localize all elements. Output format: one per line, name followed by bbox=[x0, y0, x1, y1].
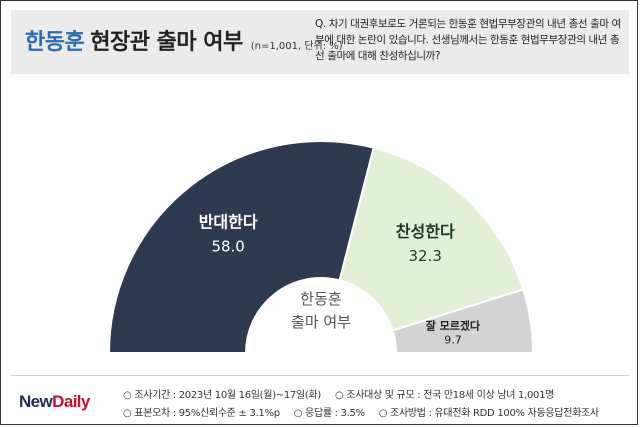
slice-1 bbox=[107, 140, 375, 354]
survey-meta-row-1: ○ 조사기간 : 2023년 10월 16일(월)~17일(화) ○ 조사대상 및… bbox=[123, 386, 568, 401]
survey-meta-row-2: ○ 표본오차 : 95%신뢰수준 ± 3.1%p ○ 응답률 : 3.5% ○ 조사… bbox=[123, 404, 613, 419]
title-accent: 한동훈 bbox=[25, 30, 85, 55]
survey-period: ○ 조사기간 : 2023년 10월 16일(월)~17일(화) bbox=[123, 390, 321, 401]
logo-main: New bbox=[19, 392, 53, 411]
slice-3 bbox=[391, 288, 535, 354]
survey-error: ○ 표본오차 : 95%신뢰수준 ± 3.1%p bbox=[123, 408, 280, 419]
slice-value-2: 32.3 bbox=[409, 247, 442, 265]
slice-2 bbox=[338, 146, 525, 332]
slice-label-1: 반대한다 bbox=[199, 212, 258, 231]
title-rest: 현장관 출마 여부 bbox=[90, 30, 243, 55]
slice-value-3: 9.7 bbox=[444, 334, 462, 347]
survey-target: ○ 조사대상 및 규모 : 전국 만18세 이상 남녀 1,001명 bbox=[335, 390, 555, 401]
survey-question: Q. 차기 대권후보로도 거론되는 한동훈 현법무부장관의 내년 총선 출마 여… bbox=[315, 18, 621, 62]
footer-divider bbox=[11, 375, 629, 376]
sample-note: (n=1,001, 단위: %) bbox=[250, 41, 343, 52]
slice-label-2: 찬성한다 bbox=[396, 222, 455, 241]
survey-response: ○ 응답률 : 3.5% bbox=[293, 408, 365, 419]
center-label-line1: 한동훈 bbox=[300, 290, 341, 308]
header-panel: 한동훈 현장관 출마 여부 (n=1,001, 단위: %) Q. 차기 대권후보로… bbox=[11, 10, 629, 74]
survey-method: ○ 조사방법 : 유대전화 RDD 100% 자동응답전화조사 bbox=[378, 408, 599, 419]
slice-label-3: 잘 모르겠다 bbox=[426, 319, 481, 333]
slice-value-1: 58.0 bbox=[211, 237, 244, 255]
newdaily-logo: NewDaily bbox=[19, 392, 90, 412]
center-label-line2: 출마 여부 bbox=[291, 313, 351, 331]
page-title: 한동훈 현장관 출마 여부 (n=1,001, 단위: %) bbox=[25, 24, 343, 56]
logo-accent: Daily bbox=[52, 392, 90, 411]
